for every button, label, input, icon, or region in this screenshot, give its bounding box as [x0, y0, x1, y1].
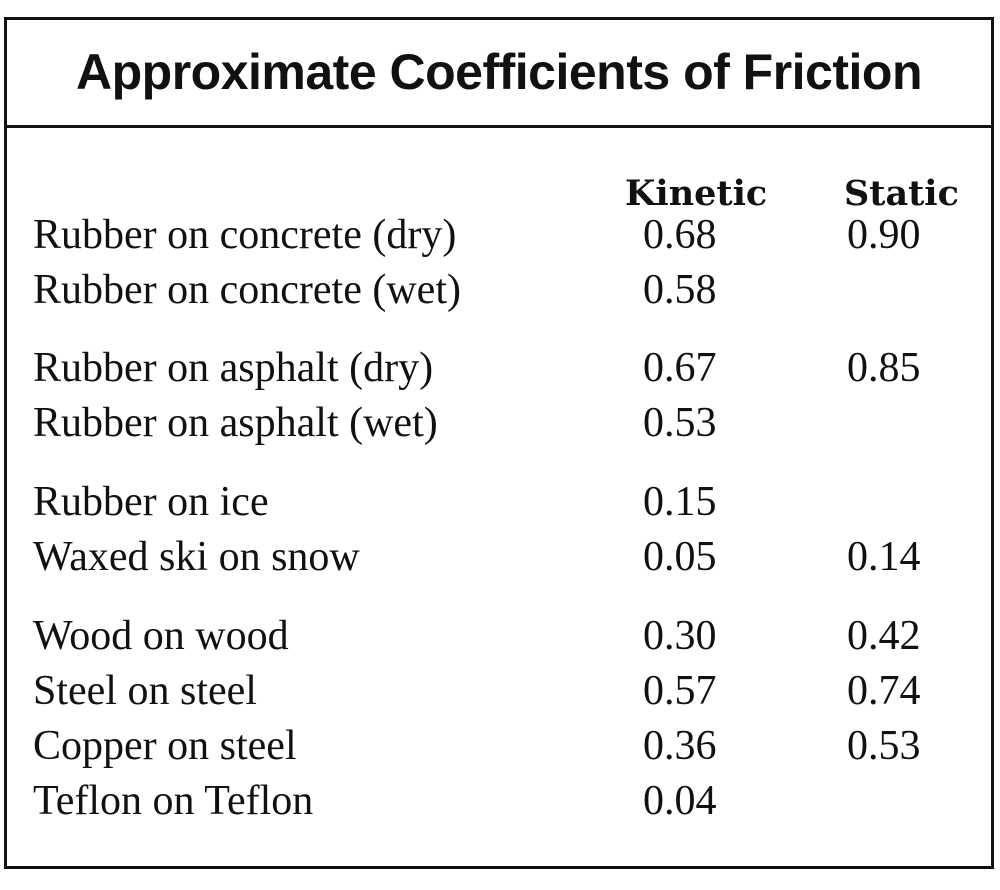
table-row: Copper on steel 0.36 0.53: [7, 718, 991, 774]
table-title: Approximate Coefficients of Friction: [7, 20, 991, 128]
table-row: Rubber on asphalt (wet) 0.53: [7, 395, 991, 451]
static-value: 0.53: [847, 723, 921, 769]
row-label: Rubber on concrete (wet): [33, 267, 461, 313]
column-header-kinetic: Kinetic: [625, 173, 768, 214]
static-value: 0.42: [847, 613, 921, 659]
kinetic-value: 0.04: [643, 778, 717, 824]
static-value: 0.74: [847, 668, 921, 714]
kinetic-value: 0.58: [643, 267, 717, 313]
kinetic-value: 0.68: [643, 212, 717, 258]
kinetic-value: 0.67: [643, 345, 717, 391]
kinetic-value: 0.30: [643, 613, 717, 659]
column-header-static: Static: [844, 173, 959, 214]
kinetic-value: 0.53: [643, 400, 717, 446]
row-label: Rubber on ice: [33, 479, 269, 525]
static-value: 0.14: [847, 534, 921, 580]
row-label: Steel on steel: [33, 668, 257, 714]
table-row: Steel on steel 0.57 0.74: [7, 663, 991, 719]
row-label: Rubber on asphalt (wet): [33, 400, 438, 446]
row-label: Copper on steel: [33, 723, 297, 769]
table-row: Rubber on concrete (wet) 0.58: [7, 262, 991, 318]
table-row: Wood on wood 0.30 0.42: [7, 608, 991, 664]
table-row: Waxed ski on snow 0.05 0.14: [7, 529, 991, 585]
kinetic-value: 0.15: [643, 479, 717, 525]
row-label: Rubber on concrete (dry): [33, 212, 457, 258]
kinetic-value: 0.36: [643, 723, 717, 769]
static-value: 0.90: [847, 212, 921, 258]
table-row: Teflon on Teflon 0.04: [7, 773, 991, 829]
row-label: Rubber on asphalt (dry): [33, 345, 434, 391]
friction-table: Approximate Coefficients of Friction Kin…: [4, 17, 994, 869]
table-row: Rubber on concrete (dry) 0.68 0.90: [7, 207, 991, 263]
row-label: Wood on wood: [33, 613, 289, 659]
row-label: Teflon on Teflon: [33, 778, 314, 824]
table-row: Rubber on ice 0.15: [7, 474, 991, 530]
table-row: Rubber on asphalt (dry) 0.67 0.85: [7, 340, 991, 396]
row-label: Waxed ski on snow: [33, 534, 360, 580]
kinetic-value: 0.05: [643, 534, 717, 580]
static-value: 0.85: [847, 345, 921, 391]
kinetic-value: 0.57: [643, 668, 717, 714]
